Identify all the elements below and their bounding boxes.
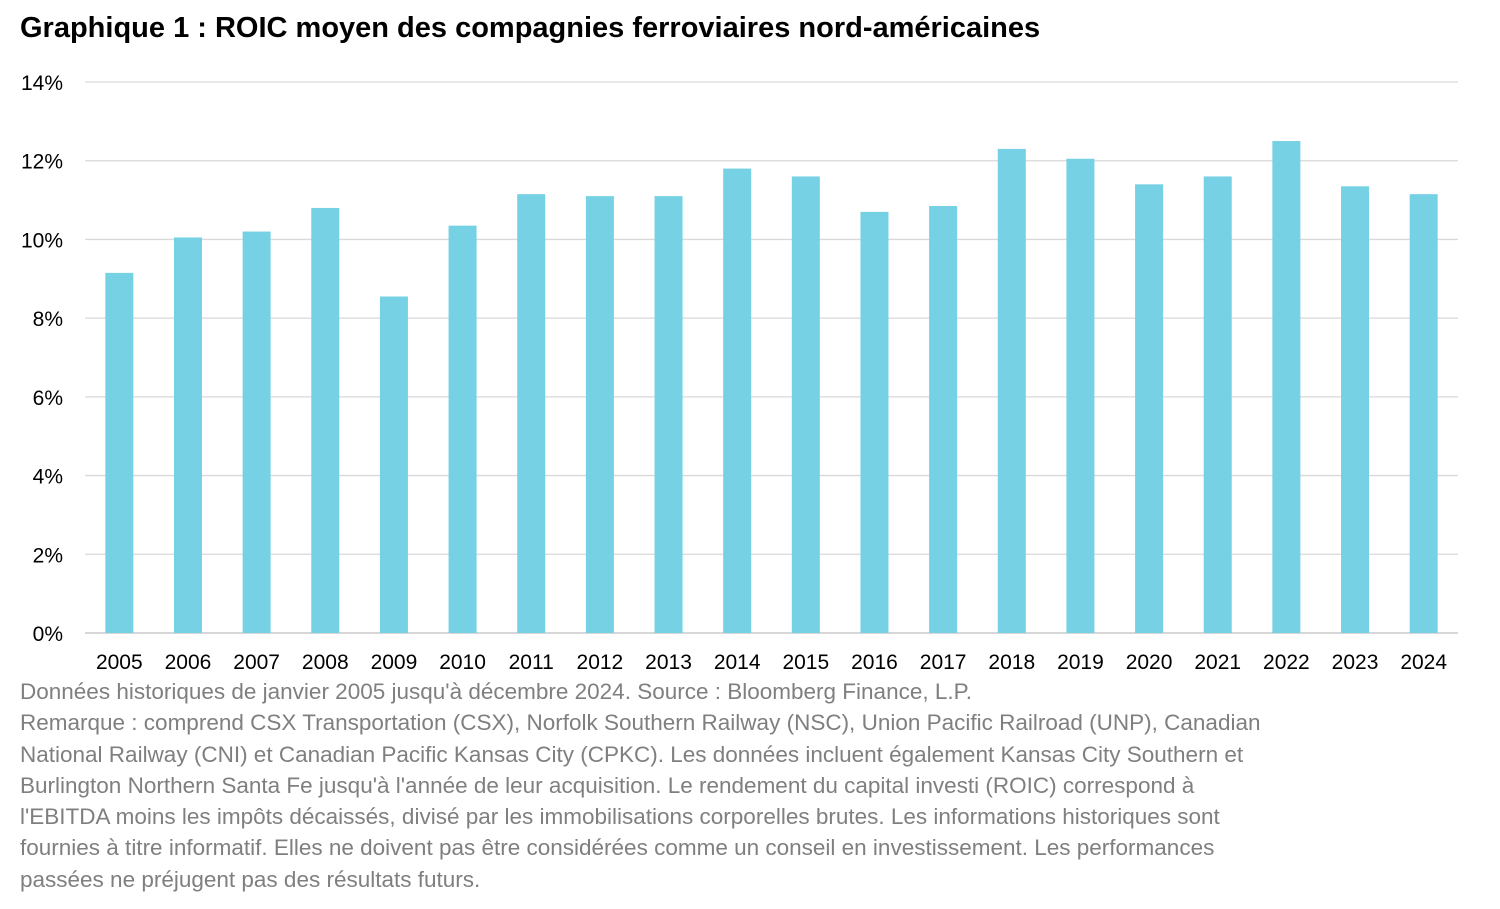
- x-tick-label: 2006: [165, 651, 212, 674]
- y-tick-label: 12%: [21, 151, 63, 174]
- note-line: Remarque : comprend CSX Transportation (…: [20, 710, 1261, 736]
- note-line: Données historiques de janvier 2005 jusq…: [20, 679, 972, 704]
- note-line: National Railway (CNI) et Canadian Pacif…: [20, 741, 1244, 767]
- note-line: Burlington Northern Santa Fe jusqu'à l'a…: [20, 772, 1195, 798]
- bar-2012: [585, 196, 614, 633]
- note-line: l'EBITDA moins les impôts décaissés, div…: [20, 804, 1220, 830]
- x-tick-label: 2005: [96, 651, 143, 674]
- x-tick-label: 2019: [1057, 651, 1104, 674]
- x-tick-label: 2015: [782, 651, 829, 674]
- bar-2006: [173, 237, 202, 634]
- y-tick-label: 6%: [33, 387, 63, 410]
- bar-2007: [242, 231, 271, 634]
- bar-2020: [1135, 184, 1164, 634]
- x-tick-label: 2011: [509, 651, 554, 674]
- bar-2005: [105, 272, 134, 633]
- chart-title: Graphique 1 : ROIC moyen des compagnies …: [20, 12, 1041, 44]
- x-tick-label: 2014: [714, 651, 761, 674]
- x-tick-label: 2009: [371, 651, 418, 674]
- x-tick-label: 2010: [439, 651, 486, 674]
- x-tick-label: 2022: [1263, 651, 1310, 674]
- bar-2024: [1409, 194, 1438, 634]
- x-tick-label: 2007: [233, 651, 280, 674]
- bar-2021: [1203, 176, 1232, 633]
- bar-2019: [1066, 158, 1095, 633]
- x-tick-label: 2016: [851, 651, 898, 674]
- x-tick-label: 2024: [1400, 651, 1447, 674]
- bar-2011: [517, 194, 546, 634]
- bar-2014: [723, 168, 752, 634]
- bar-2018: [997, 148, 1026, 633]
- bar-2008: [311, 207, 340, 633]
- y-tick-label: 4%: [33, 466, 63, 489]
- bar-2016: [860, 211, 889, 633]
- bar-2017: [929, 205, 958, 633]
- x-tick-label: 2017: [920, 651, 967, 674]
- x-tick-label: 2021: [1194, 651, 1241, 674]
- bar-chart: 0% 2% 4% 6% 8% 10% 12% 14% 2005 2006 2007 2008 2009 2…: [21, 72, 1458, 674]
- bar-2009: [379, 296, 408, 633]
- bar-2023: [1341, 186, 1370, 633]
- x-tick-label: 2012: [577, 651, 624, 674]
- bar-2013: [654, 196, 683, 633]
- x-tick-label: 2020: [1126, 651, 1173, 674]
- note-line: passées ne préjugent pas des résultats f…: [20, 866, 481, 892]
- chart-notes: Données historiques de janvier 2005 jusq…: [20, 676, 1470, 895]
- y-tick-label: 14%: [21, 72, 63, 95]
- x-tick-label: 2013: [645, 651, 692, 674]
- bar-2010: [448, 225, 477, 633]
- x-tick-label: 2023: [1332, 651, 1379, 674]
- bar-2022: [1272, 141, 1301, 634]
- y-tick-label: 2%: [33, 544, 63, 567]
- note-line: fournies à titre informatif. Elles ne do…: [20, 835, 1215, 861]
- bar-2015: [791, 176, 820, 633]
- y-tick-label: 8%: [33, 308, 63, 331]
- x-tick-label: 2008: [302, 651, 349, 674]
- x-tick-label: 2018: [988, 651, 1035, 674]
- y-tick-label: 0%: [33, 623, 63, 646]
- y-tick-label: 10%: [21, 229, 63, 252]
